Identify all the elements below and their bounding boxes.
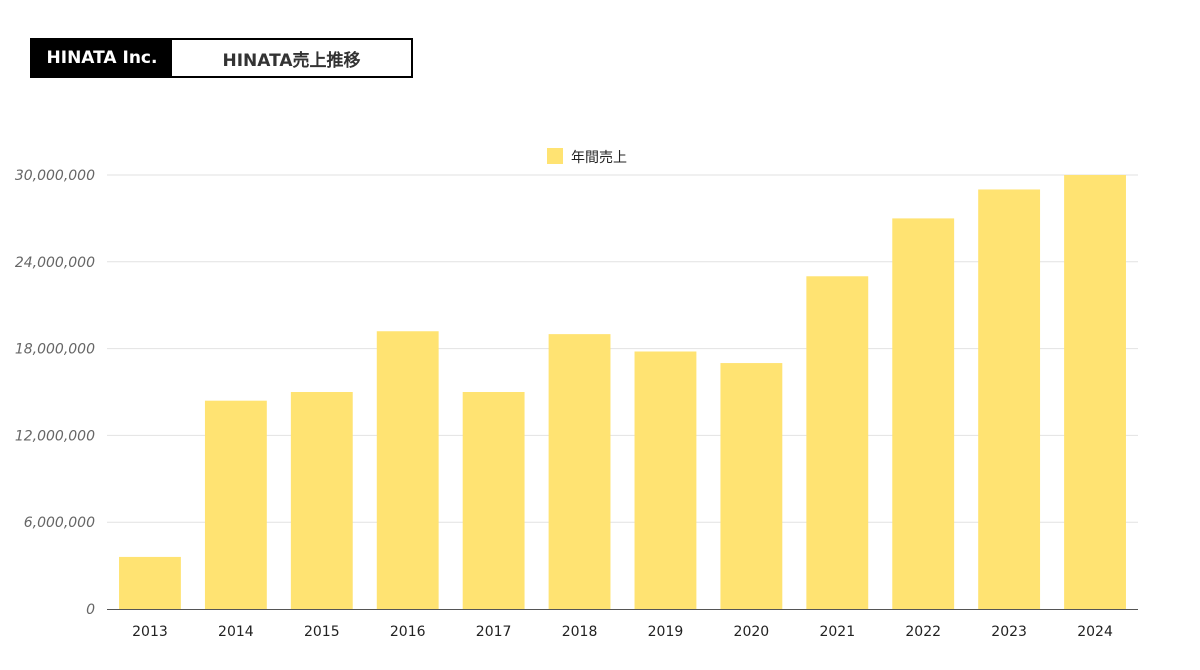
x-tick-label: 2018 — [562, 624, 598, 640]
legend-swatch — [547, 148, 563, 164]
x-tick-label: 2023 — [991, 624, 1027, 640]
bar-2021 — [806, 276, 869, 609]
bar-2024 — [1064, 175, 1126, 609]
bar-2018 — [548, 334, 611, 609]
company-name: HINATA Inc. — [32, 40, 172, 76]
x-tick-label: 2022 — [905, 624, 941, 640]
x-tick-label: 2024 — [1077, 624, 1113, 640]
y-axis-ticks: 0 6,000,000 12,000,000 18,000,000 24,000,000… — [15, 168, 95, 618]
y-tick-label: 12,000,000 — [15, 428, 95, 444]
bar-2015 — [290, 392, 353, 609]
x-axis-ticks: 2013 2014 2015 2016 2017 2018 2019 2020 2021 2022… — [132, 624, 1113, 640]
bar-2014 — [204, 400, 267, 609]
bar-2019 — [634, 351, 697, 609]
legend-label: 年間売上 — [571, 150, 627, 166]
y-tick-label: 24,000,000 — [15, 255, 95, 271]
x-tick-label: 2016 — [390, 624, 426, 640]
y-tick-label: 18,000,000 — [15, 342, 95, 358]
chart-title: HINATA売上推移 — [222, 50, 361, 71]
x-tick-label: 2013 — [132, 624, 168, 640]
bar-2020 — [720, 363, 783, 609]
legend: 年間売上 — [547, 148, 627, 166]
x-tick-label: 2021 — [819, 624, 855, 640]
y-tick-label: 30,000,000 — [15, 168, 95, 184]
bar-2013 — [119, 556, 181, 609]
bars — [119, 175, 1126, 609]
y-tick-label: 0 — [86, 602, 95, 618]
x-tick-label: 2019 — [648, 624, 684, 640]
bar-2016 — [376, 331, 439, 609]
x-tick-label: 2015 — [304, 624, 340, 640]
x-tick-label: 2014 — [218, 624, 254, 640]
bar-2023 — [978, 189, 1041, 609]
x-tick-label: 2020 — [734, 624, 770, 640]
grid-lines — [107, 174, 1138, 523]
chart-header: HINATA Inc. HINATA売上推移 — [30, 38, 413, 78]
y-tick-label: 6,000,000 — [24, 515, 95, 531]
x-tick-label: 2017 — [476, 624, 512, 640]
bar-2017 — [462, 392, 525, 609]
bar-2022 — [892, 218, 955, 609]
